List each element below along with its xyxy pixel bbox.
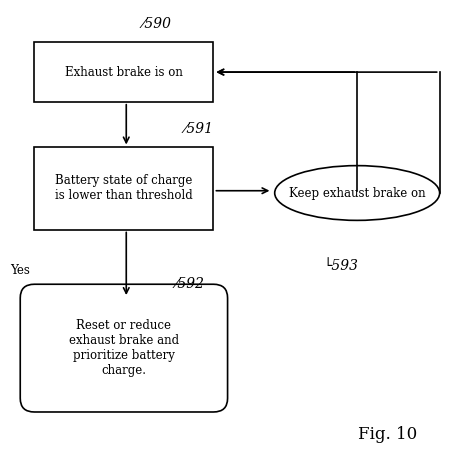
- Text: Yes: Yes: [10, 264, 30, 277]
- FancyBboxPatch shape: [20, 284, 228, 412]
- Text: Keep exhaust brake on: Keep exhaust brake on: [289, 186, 426, 200]
- Text: ⁄592: ⁄592: [175, 277, 204, 291]
- Text: ⁄590: ⁄590: [142, 17, 172, 31]
- Text: Exhaust brake is on: Exhaust brake is on: [65, 66, 183, 78]
- Text: Fig. 10: Fig. 10: [358, 426, 418, 443]
- Text: Reset or reduce
exhaust brake and
prioritize battery
charge.: Reset or reduce exhaust brake and priori…: [69, 319, 179, 377]
- FancyBboxPatch shape: [35, 42, 213, 102]
- Text: Battery state of charge
is lower than threshold: Battery state of charge is lower than th…: [55, 174, 193, 202]
- Ellipse shape: [275, 166, 439, 220]
- Text: ⁄591: ⁄591: [185, 122, 214, 136]
- Text: └593: └593: [323, 259, 358, 273]
- FancyBboxPatch shape: [35, 147, 213, 230]
